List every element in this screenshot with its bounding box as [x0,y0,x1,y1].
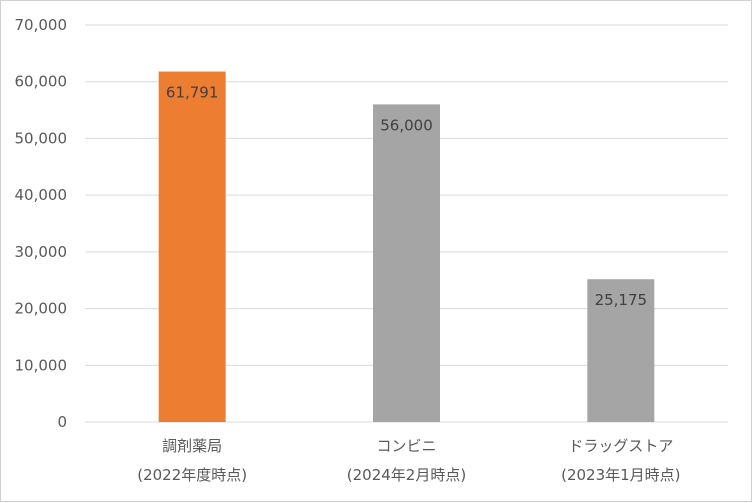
data-label: 61,791 [166,84,219,102]
y-tick-label: 70,000 [15,16,68,34]
x-category-label: コンビニ [376,437,436,455]
y-tick-label: 30,000 [15,243,68,261]
data-label: 25,175 [595,291,648,309]
x-category-sublabel: (2022年度時点) [137,466,247,484]
y-tick-label: 60,000 [15,73,68,91]
y-tick-label: 0 [57,413,67,431]
x-category-sublabel: (2023年1月時点) [561,466,680,484]
y-tick-label: 20,000 [15,300,68,318]
bar [373,104,440,423]
x-category-label: ドラッグストア [568,437,673,455]
x-category-sublabel: (2024年2月時点) [347,466,466,484]
bar [158,71,226,422]
bar [587,279,655,422]
y-tick-label: 50,000 [15,129,68,147]
y-tick-label: 10,000 [15,356,68,374]
y-tick-label: 40,000 [15,186,68,204]
data-label: 56,000 [380,116,433,134]
x-category-label: 調剤薬局 [162,437,222,455]
